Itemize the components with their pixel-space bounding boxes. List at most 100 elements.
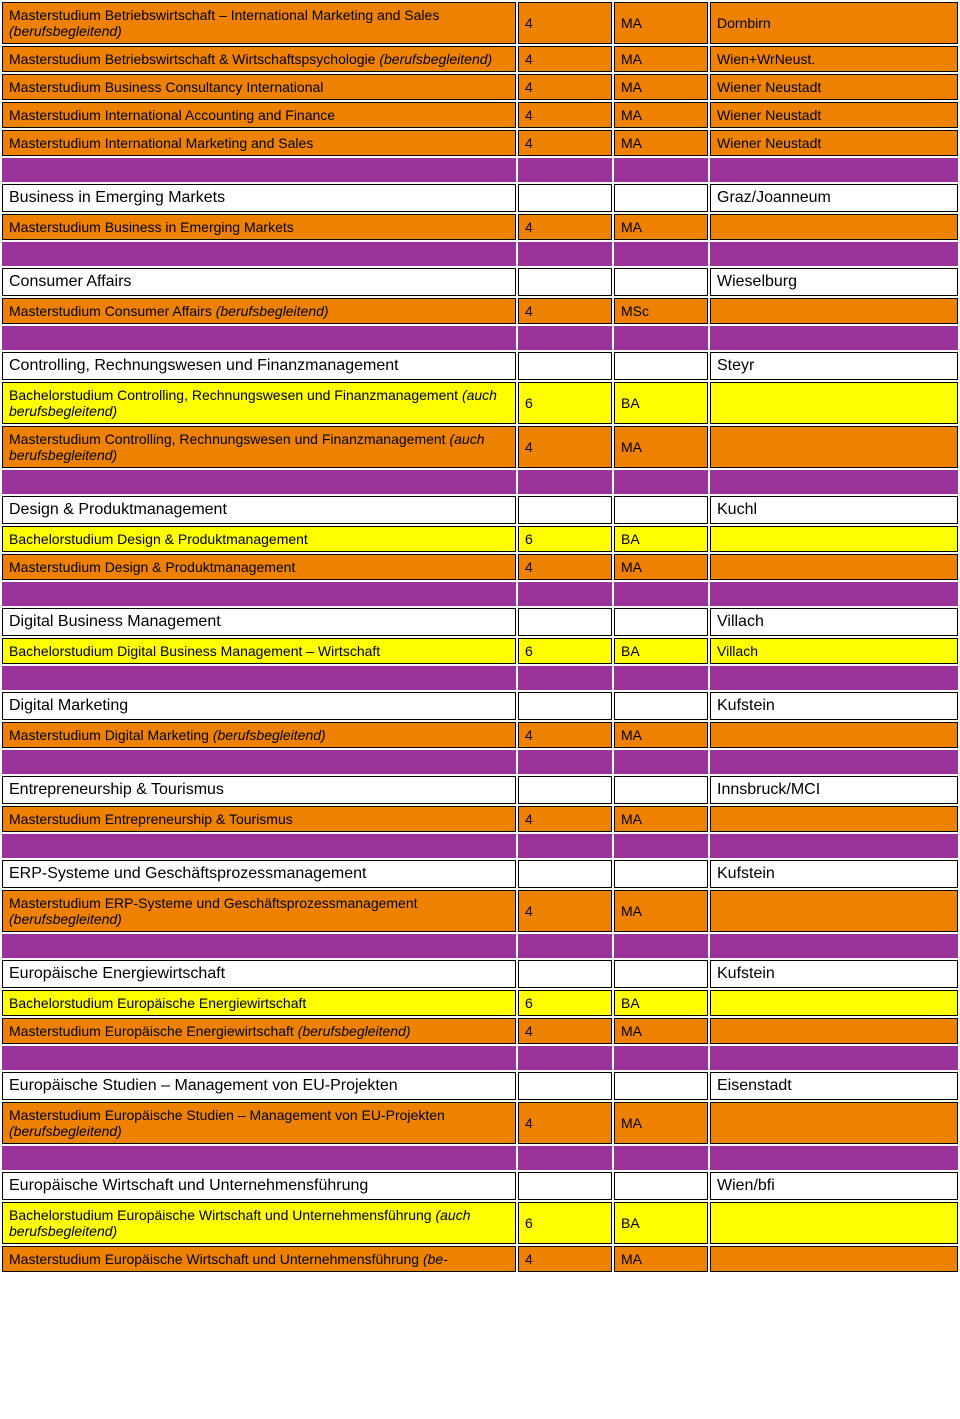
degree-cell (614, 776, 708, 804)
table-row: Bachelorstudium Europäische Wirtschaft u… (2, 1202, 958, 1244)
program-name: Europäische Wirtschaft und Unternehmensf… (9, 1177, 368, 1194)
study-programs-table: Masterstudium Betriebswirtschaft – Inter… (0, 0, 960, 1274)
program-name: Consumer Affairs (9, 273, 131, 290)
location-cell: Wiener Neustadt (710, 130, 958, 156)
spacer-cell (518, 1046, 612, 1070)
program-name-cell: Europäische Energiewirtschaft (2, 960, 516, 988)
degree-cell (614, 268, 708, 296)
table-row (2, 934, 958, 958)
location-cell (710, 426, 958, 468)
table-row (2, 158, 958, 182)
degree-cell: MA (614, 102, 708, 128)
spacer-cell (518, 242, 612, 266)
program-name: Masterstudium Europäische Energiewirtsch… (9, 1023, 294, 1039)
degree-cell: MA (614, 806, 708, 832)
location-cell (710, 1202, 958, 1244)
spacer-cell (518, 158, 612, 182)
semesters-cell: 4 (518, 102, 612, 128)
semesters-cell (518, 860, 612, 888)
semesters-cell (518, 960, 612, 988)
program-name-cell: Masterstudium Betriebswirtschaft & Wirts… (2, 46, 516, 72)
degree-cell: MSc (614, 298, 708, 324)
program-name-cell: Masterstudium Design & Produktmanagement (2, 554, 516, 580)
table-row: Bachelorstudium Europäische Energiewirts… (2, 990, 958, 1016)
location-cell (710, 722, 958, 748)
program-name-cell: Masterstudium International Accounting a… (2, 102, 516, 128)
location-cell (710, 1246, 958, 1272)
spacer-cell (614, 666, 708, 690)
degree-cell: MA (614, 1246, 708, 1272)
table-row: Bachelorstudium Design & Produktmanageme… (2, 526, 958, 552)
table-row (2, 582, 958, 606)
program-name: Masterstudium Entrepreneurship & Tourism… (9, 811, 293, 827)
table-row (2, 242, 958, 266)
program-name-cell: Controlling, Rechnungswesen und Finanzma… (2, 352, 516, 380)
table-row (2, 834, 958, 858)
program-name-cell: Masterstudium Europäische Wirtschaft und… (2, 1246, 516, 1272)
location-cell: Wien+WrNeust. (710, 46, 958, 72)
semesters-cell: 4 (518, 806, 612, 832)
program-name-cell: Digital Business Management (2, 608, 516, 636)
spacer-cell (2, 158, 516, 182)
table-row: Bachelorstudium Controlling, Rechnungswe… (2, 382, 958, 424)
program-name: Europäische Studien – Management von EU-… (9, 1077, 398, 1094)
spacer-cell (710, 834, 958, 858)
program-suffix: (be- (423, 1251, 448, 1267)
spacer-cell (710, 158, 958, 182)
semesters-cell: 4 (518, 214, 612, 240)
spacer-cell (614, 834, 708, 858)
table-row (2, 1046, 958, 1070)
program-name-cell: Bachelorstudium Design & Produktmanageme… (2, 526, 516, 552)
degree-cell: MA (614, 722, 708, 748)
location-cell (710, 1018, 958, 1044)
spacer-cell (614, 242, 708, 266)
degree-cell (614, 692, 708, 720)
program-suffix: (berufsbegleitend) (213, 727, 326, 743)
program-name-cell: Masterstudium Digital Marketing (berufsb… (2, 722, 516, 748)
semesters-cell (518, 776, 612, 804)
degree-cell (614, 1072, 708, 1100)
spacer-cell (710, 750, 958, 774)
location-cell: Innsbruck/MCI (710, 776, 958, 804)
location-cell (710, 990, 958, 1016)
semesters-cell (518, 608, 612, 636)
table-row: Masterstudium Betriebswirtschaft – Inter… (2, 2, 958, 44)
semesters-cell: 6 (518, 382, 612, 424)
program-name-cell: Masterstudium Europäische Studien – Mana… (2, 1102, 516, 1144)
spacer-cell (710, 666, 958, 690)
program-name: Masterstudium Betriebswirtschaft – Inter… (9, 7, 439, 23)
spacer-cell (2, 582, 516, 606)
semesters-cell (518, 692, 612, 720)
program-name-cell: Masterstudium Business Consultancy Inter… (2, 74, 516, 100)
table-row: Masterstudium Europäische Energiewirtsch… (2, 1018, 958, 1044)
degree-cell: MA (614, 130, 708, 156)
program-name-cell: Europäische Studien – Management von EU-… (2, 1072, 516, 1100)
spacer-cell (614, 1146, 708, 1170)
location-cell: Kufstein (710, 960, 958, 988)
spacer-cell (710, 242, 958, 266)
spacer-cell (2, 242, 516, 266)
degree-cell: MA (614, 554, 708, 580)
semesters-cell: 4 (518, 1102, 612, 1144)
table-row: Entrepreneurship & TourismusInnsbruck/MC… (2, 776, 958, 804)
table-row: Digital Business ManagementVillach (2, 608, 958, 636)
program-name-cell: Bachelorstudium Digital Business Managem… (2, 638, 516, 664)
spacer-cell (2, 666, 516, 690)
spacer-cell (710, 470, 958, 494)
program-name: ERP-Systeme und Geschäftsprozessmanageme… (9, 865, 367, 882)
semesters-cell: 6 (518, 1202, 612, 1244)
spacer-cell (614, 750, 708, 774)
degree-cell: MA (614, 214, 708, 240)
table-row: ERP-Systeme und Geschäftsprozessmanageme… (2, 860, 958, 888)
program-name: Masterstudium Business Consultancy Inter… (9, 79, 323, 95)
program-name-cell: Masterstudium Entrepreneurship & Tourism… (2, 806, 516, 832)
semesters-cell: 4 (518, 74, 612, 100)
degree-cell (614, 960, 708, 988)
spacer-cell (518, 666, 612, 690)
location-cell (710, 890, 958, 932)
table-row: Europäische Wirtschaft und Unternehmensf… (2, 1172, 958, 1200)
spacer-cell (518, 1146, 612, 1170)
table-row: Bachelorstudium Digital Business Managem… (2, 638, 958, 664)
program-suffix: (berufsbegleitend) (9, 1123, 122, 1139)
program-name: Bachelorstudium Europäische Energiewirts… (9, 995, 306, 1011)
